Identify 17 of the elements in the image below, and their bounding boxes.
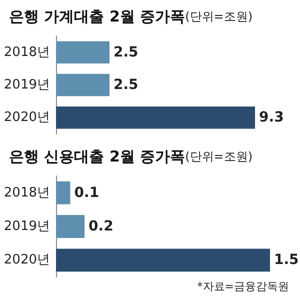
chart-subtitle: (단위=조원)	[185, 10, 253, 24]
y-tick-label: 2020년	[4, 110, 50, 126]
y-tick-label: 2018년	[4, 185, 50, 200]
data-label: 2.5	[114, 44, 138, 60]
chart-title: 은행 가계대출 2월 증가폭	[9, 8, 186, 26]
chart-subtitle: (단위=조원)	[185, 150, 253, 164]
y-tick-label: 2019년	[4, 78, 50, 92]
data-label: 9.3	[259, 110, 284, 126]
text: *자료=금융감독원	[197, 280, 289, 293]
chart-title: 은행 신용대출 2월 증가폭	[9, 148, 186, 166]
data-label: 0.2	[88, 218, 114, 234]
data-label: 0.1	[74, 184, 100, 201]
y-tick-label: 2020년	[4, 252, 50, 268]
y-tick-label: 2018년	[4, 44, 50, 60]
y-tick-label: 2019년	[4, 219, 50, 234]
data-label: 2.5	[114, 77, 138, 93]
data-label: 1.5	[274, 252, 299, 268]
